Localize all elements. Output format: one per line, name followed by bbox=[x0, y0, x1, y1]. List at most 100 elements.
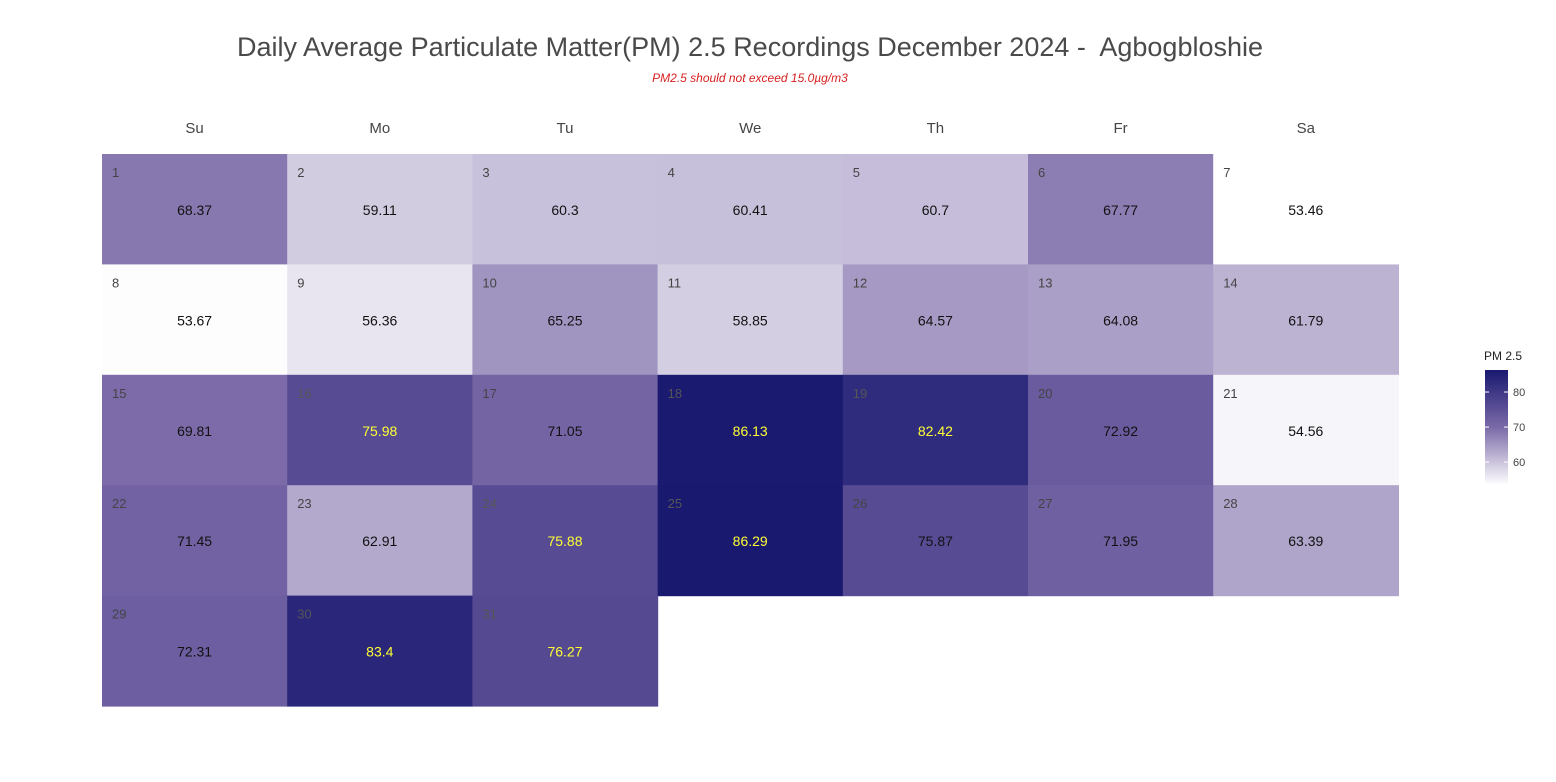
day-cell-24: 24 75.88 bbox=[472, 485, 659, 597]
day-number: 1 bbox=[112, 165, 119, 180]
weekday-label-su: Su bbox=[185, 120, 203, 137]
day-value-label: 71.05 bbox=[547, 423, 582, 439]
day-value-label: 75.87 bbox=[918, 533, 953, 549]
weekday-label-fr: Fr bbox=[1114, 120, 1128, 137]
day-cell-13: 13 64.08 bbox=[1028, 264, 1214, 376]
legend-tick-label: 60 bbox=[1513, 457, 1525, 469]
day-number: 2 bbox=[297, 165, 304, 180]
day-cell-27: 27 71.95 bbox=[1028, 485, 1214, 597]
day-cell-fill bbox=[472, 595, 659, 707]
day-number: 16 bbox=[297, 386, 311, 401]
day-cell-18: 18 86.13 bbox=[657, 374, 844, 486]
day-number: 25 bbox=[668, 496, 682, 511]
day-cell-fill bbox=[102, 595, 288, 707]
day-cell-23: 23 62.91 bbox=[287, 485, 473, 597]
day-cell-17: 17 71.05 bbox=[472, 374, 659, 486]
day-number: 15 bbox=[112, 386, 126, 401]
day-cell-fill bbox=[287, 595, 473, 707]
day-number: 31 bbox=[482, 607, 496, 622]
day-value-label: 86.29 bbox=[733, 533, 768, 549]
day-cell-6: 667.77 bbox=[1028, 154, 1214, 265]
day-cell-fill bbox=[657, 485, 844, 597]
day-value-label: 56.36 bbox=[362, 312, 397, 328]
day-cell-28: 28 63.39 bbox=[1213, 485, 1399, 597]
day-cell-fill bbox=[842, 374, 1029, 486]
day-cell-7: 753.46 bbox=[1213, 154, 1399, 265]
day-value-label: 58.85 bbox=[733, 312, 768, 328]
day-value-label: 53.67 bbox=[177, 312, 212, 328]
day-value-label: 72.31 bbox=[177, 644, 212, 660]
day-number: 27 bbox=[1038, 496, 1052, 511]
day-cell-30: 30 83.4 bbox=[287, 595, 473, 707]
day-cell-fill bbox=[1028, 264, 1214, 376]
day-number: 10 bbox=[482, 275, 496, 290]
day-cell-26: 26 75.87 bbox=[842, 485, 1029, 597]
day-cell-fill bbox=[102, 374, 288, 486]
day-cell-9: 956.36 bbox=[287, 264, 473, 376]
day-cell-fill bbox=[1213, 264, 1399, 376]
day-number: 5 bbox=[853, 165, 860, 180]
day-number: 29 bbox=[112, 607, 126, 622]
day-number: 20 bbox=[1038, 386, 1052, 401]
day-cell-11: 11 58.85 bbox=[657, 264, 844, 376]
day-value-label: 53.46 bbox=[1288, 202, 1323, 218]
day-number: 22 bbox=[112, 496, 126, 511]
day-value-label: 76.27 bbox=[547, 644, 582, 660]
day-cell-8: 853.67 bbox=[102, 264, 288, 376]
day-number: 14 bbox=[1223, 275, 1237, 290]
day-cell-fill bbox=[657, 264, 844, 376]
day-cell-5: 560.7 bbox=[842, 154, 1029, 265]
day-number: 6 bbox=[1038, 165, 1045, 180]
day-value-label: 71.45 bbox=[177, 533, 212, 549]
legend-colorbar bbox=[1485, 370, 1508, 485]
day-number: 4 bbox=[668, 165, 675, 180]
day-cell-fill bbox=[1028, 485, 1214, 597]
day-cell-4: 460.41 bbox=[657, 154, 844, 265]
day-number: 8 bbox=[112, 275, 119, 290]
day-cell-fill bbox=[287, 264, 473, 376]
day-cell-fill bbox=[657, 374, 844, 486]
day-cell-fill bbox=[1028, 374, 1214, 486]
day-cell-fill bbox=[287, 485, 473, 597]
day-cell-16: 16 75.98 bbox=[287, 374, 473, 486]
day-cell-fill bbox=[1213, 154, 1399, 265]
chart-title: Daily Average Particulate Matter(PM) 2.5… bbox=[236, 32, 1264, 62]
day-value-label: 83.4 bbox=[366, 644, 393, 660]
day-cell-fill bbox=[472, 485, 659, 597]
day-value-label: 64.08 bbox=[1103, 312, 1138, 328]
day-value-label: 68.37 bbox=[177, 202, 212, 218]
day-number: 11 bbox=[668, 275, 682, 290]
day-cell-fill bbox=[472, 154, 659, 265]
day-cell-20: 20 72.92 bbox=[1028, 374, 1214, 486]
day-value-label: 60.41 bbox=[733, 202, 768, 218]
day-cell-fill bbox=[102, 264, 288, 376]
day-value-label: 62.91 bbox=[362, 533, 397, 549]
legend-tick-label: 80 bbox=[1513, 387, 1525, 399]
day-cell-2: 259.11 bbox=[287, 154, 473, 265]
legend-tick-label: 70 bbox=[1513, 422, 1525, 434]
day-value-label: 71.95 bbox=[1103, 533, 1138, 549]
chart-subtitle: PM2.5 should not exceed 15.0µg/m3 bbox=[652, 71, 848, 85]
day-number: 9 bbox=[297, 275, 304, 290]
day-cell-25: 25 86.29 bbox=[657, 485, 844, 597]
day-number: 19 bbox=[853, 386, 867, 401]
day-value-label: 75.88 bbox=[547, 533, 582, 549]
day-cell-fill bbox=[102, 154, 288, 265]
day-number: 28 bbox=[1223, 496, 1237, 511]
day-cell-fill bbox=[842, 485, 1029, 597]
weekday-label-mo: Mo bbox=[369, 120, 390, 137]
day-value-label: 64.57 bbox=[918, 312, 953, 328]
day-cell-fill bbox=[842, 154, 1029, 265]
day-value-label: 65.25 bbox=[547, 312, 582, 328]
day-cell-fill bbox=[472, 374, 659, 486]
day-number: 21 bbox=[1223, 386, 1237, 401]
day-cell-fill bbox=[1213, 485, 1399, 597]
day-number: 18 bbox=[668, 386, 682, 401]
day-cell-fill bbox=[287, 154, 473, 265]
day-cell-10: 10 65.25 bbox=[472, 264, 659, 376]
day-number: 12 bbox=[853, 275, 867, 290]
day-number: 26 bbox=[853, 496, 867, 511]
day-cell-19: 19 82.42 bbox=[842, 374, 1029, 486]
day-value-label: 60.7 bbox=[922, 202, 949, 218]
weekday-label-we: We bbox=[739, 120, 761, 137]
